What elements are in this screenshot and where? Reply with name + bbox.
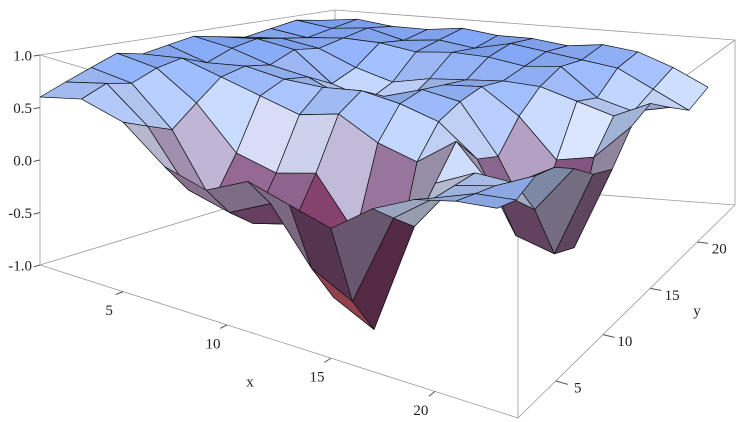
z-tick — [33, 212, 41, 215]
surface — [39, 18, 709, 330]
axes: 5 10 15 20 5 10 15 20 -1.0 -0.5 0.0 0.5 1.0 — [8, 48, 727, 418]
y-tick-label: 5 — [574, 380, 582, 396]
y-tick-label: 15 — [665, 288, 680, 304]
x-tick — [115, 291, 124, 295]
x-tick — [428, 391, 436, 397]
z-tick-label: 1.0 — [13, 48, 32, 64]
box-edge — [334, 9, 736, 41]
y-tick — [649, 287, 662, 291]
x-tick-label: 5 — [105, 303, 113, 319]
x-tick-label: 20 — [413, 403, 428, 419]
y-tick — [555, 380, 568, 385]
y-tick-label: 10 — [617, 334, 632, 350]
z-tick-label: 0.0 — [13, 153, 32, 169]
x-axis-label: x — [246, 374, 254, 390]
z-tick — [33, 107, 41, 110]
x-tick-label: 15 — [309, 370, 324, 386]
y-tick-label: 20 — [712, 241, 727, 257]
z-tick-label: 0.5 — [13, 101, 32, 117]
surface-patch — [455, 193, 517, 209]
x-tick-label: 10 — [206, 336, 221, 352]
box-edge — [39, 264, 519, 419]
y-tick — [602, 334, 615, 338]
z-tick-label: -0.5 — [8, 206, 32, 222]
z-tick — [33, 264, 41, 268]
z-tick — [33, 54, 41, 57]
y-tick — [697, 241, 709, 244]
y-axis-label: y — [693, 303, 701, 319]
z-tick-label: -1.0 — [8, 258, 32, 274]
x-tick — [219, 324, 228, 329]
z-tick — [33, 159, 41, 162]
box-edge — [39, 9, 336, 56]
x-tick — [324, 357, 332, 363]
box-edge — [517, 204, 736, 419]
